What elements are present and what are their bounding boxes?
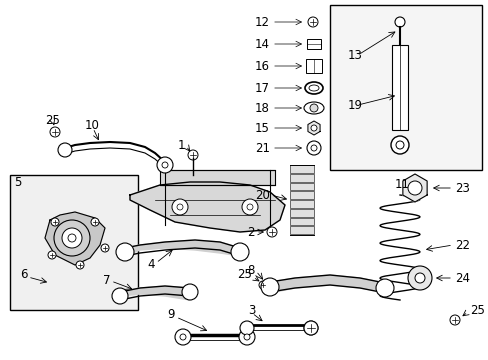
Circle shape (395, 141, 403, 149)
Polygon shape (120, 286, 190, 300)
Text: 10: 10 (85, 118, 100, 131)
Circle shape (101, 244, 109, 252)
Bar (289, 183, 313, 190)
Text: 25: 25 (45, 113, 60, 126)
Circle shape (449, 315, 459, 325)
Circle shape (309, 104, 317, 112)
Circle shape (112, 288, 128, 304)
Text: 11: 11 (394, 178, 409, 191)
Bar (289, 217, 313, 225)
Circle shape (182, 284, 198, 300)
Text: 25: 25 (469, 303, 484, 316)
Circle shape (304, 321, 317, 335)
Text: 21: 21 (254, 141, 269, 154)
Ellipse shape (304, 102, 324, 114)
Bar (306, 39, 320, 49)
Text: 7: 7 (102, 274, 110, 287)
Circle shape (259, 281, 266, 289)
Circle shape (68, 234, 76, 242)
Circle shape (180, 334, 185, 340)
Circle shape (58, 143, 72, 157)
Polygon shape (307, 121, 320, 135)
Text: 13: 13 (347, 49, 362, 62)
Text: 8: 8 (247, 264, 254, 276)
Text: 1: 1 (177, 139, 184, 152)
Bar (289, 200, 313, 208)
Circle shape (375, 279, 393, 297)
Bar (289, 191, 313, 199)
Text: 19: 19 (347, 99, 362, 112)
Text: 15: 15 (255, 122, 269, 135)
Text: 18: 18 (255, 102, 269, 114)
Circle shape (240, 321, 253, 335)
Text: 6: 6 (20, 269, 27, 282)
Circle shape (244, 334, 249, 340)
Text: 14: 14 (254, 37, 269, 50)
Polygon shape (269, 275, 384, 293)
Text: 17: 17 (254, 81, 269, 95)
Polygon shape (45, 212, 105, 265)
Circle shape (310, 125, 316, 131)
Bar (289, 209, 313, 216)
Circle shape (172, 199, 187, 215)
Circle shape (307, 17, 317, 27)
Circle shape (175, 329, 191, 345)
Circle shape (54, 220, 90, 256)
Circle shape (62, 228, 82, 248)
Circle shape (91, 218, 99, 226)
Circle shape (390, 136, 408, 154)
Circle shape (242, 199, 258, 215)
Circle shape (394, 17, 404, 27)
Circle shape (48, 251, 56, 259)
Text: 12: 12 (254, 15, 269, 28)
Circle shape (230, 243, 248, 261)
Text: 9: 9 (167, 309, 175, 321)
Bar (10, 175, 138, 310)
Circle shape (407, 181, 421, 195)
Bar (305, 59, 321, 73)
Text: 5: 5 (14, 176, 21, 189)
Circle shape (76, 261, 84, 269)
Circle shape (310, 145, 316, 151)
Bar (289, 165, 313, 173)
Circle shape (246, 204, 252, 210)
Circle shape (261, 278, 279, 296)
Circle shape (162, 162, 168, 168)
Text: 22: 22 (454, 239, 469, 252)
Circle shape (51, 218, 59, 226)
Text: 25: 25 (237, 269, 251, 282)
Circle shape (177, 204, 183, 210)
Circle shape (266, 227, 276, 237)
Bar (160, 170, 274, 185)
Text: 23: 23 (454, 181, 469, 194)
Circle shape (414, 273, 424, 283)
Text: 20: 20 (255, 189, 269, 202)
Text: 2: 2 (247, 225, 254, 239)
Circle shape (239, 329, 254, 345)
Circle shape (304, 321, 317, 335)
Text: 4: 4 (147, 258, 155, 271)
Circle shape (116, 243, 134, 261)
Polygon shape (402, 174, 426, 202)
Bar (289, 174, 313, 181)
Bar (329, 5, 481, 170)
Circle shape (306, 141, 320, 155)
Polygon shape (125, 240, 240, 256)
Text: 24: 24 (454, 271, 469, 284)
Text: 3: 3 (247, 303, 255, 316)
Bar (391, 45, 407, 130)
Text: 16: 16 (254, 59, 269, 72)
Circle shape (187, 150, 198, 160)
Polygon shape (130, 182, 285, 232)
Bar (289, 226, 313, 234)
Circle shape (50, 127, 60, 137)
Circle shape (157, 157, 173, 173)
Circle shape (407, 266, 431, 290)
